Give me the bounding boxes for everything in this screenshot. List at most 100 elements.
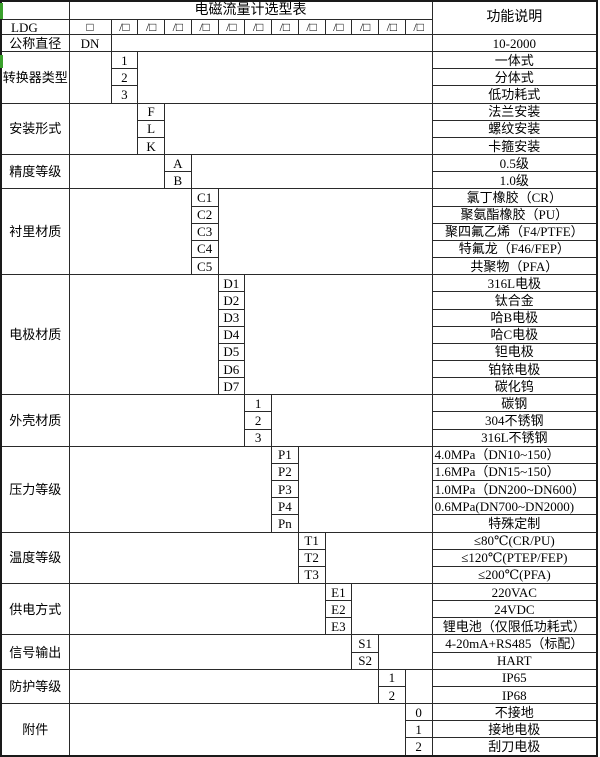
function-cell: ≤120℃(PTEP/FEP) (431, 549, 598, 567)
function-cell: 哈B电极 (431, 309, 598, 327)
spacer-cell (69, 446, 272, 533)
spacer-cell (405, 669, 433, 705)
function-cell: 碳钢 (431, 394, 598, 413)
code-cell: P2 (271, 462, 299, 482)
model-box-cell: /□ (164, 19, 192, 35)
group-label: 供电方式 (1, 583, 70, 636)
function-cell: 4.0MPa（DN10~150） (431, 446, 598, 464)
green-artifact-mark (0, 3, 3, 19)
group-label: 衬里材质 (1, 188, 70, 276)
function-cell: 316L不锈钢 (431, 429, 598, 447)
function-cell: 接地电极 (431, 720, 598, 739)
code-cell: D4 (217, 325, 246, 344)
code-cell: S1 (351, 634, 379, 653)
function-cell: 一体式 (431, 51, 598, 70)
code-cell: D1 (217, 274, 246, 293)
code-cell: K (137, 136, 165, 156)
function-cell: 钛合金 (431, 291, 598, 310)
function-cell: 1.0级 (431, 171, 598, 190)
code-cell: DN (68, 33, 112, 53)
group-label: 防护等级 (1, 669, 70, 705)
code-cell: L (137, 119, 165, 138)
spacer-cell (164, 103, 433, 156)
code-cell: E1 (324, 582, 353, 602)
spacer-cell (69, 703, 406, 757)
model-box-cell: /□ (190, 19, 219, 35)
function-cell: 铂铱电极 (431, 360, 598, 379)
spacer-cell (69, 583, 325, 636)
model-box-cell: /□ (137, 19, 165, 35)
code-cell: 1 (378, 668, 406, 687)
code-cell: C5 (190, 257, 219, 276)
function-cell: 锂电池（仅限低功耗式） (431, 617, 598, 636)
code-cell: A (164, 154, 192, 173)
spacer-cell (69, 634, 352, 670)
function-cell: 10-2000 (431, 34, 598, 53)
spacer-cell (69, 51, 111, 104)
spacer-cell (69, 394, 245, 447)
code-cell: 2 (378, 685, 406, 705)
spacer-cell (218, 188, 433, 276)
code-cell: F (137, 102, 165, 121)
code-cell: E3 (324, 617, 353, 636)
code-cell: B (164, 171, 192, 190)
function-cell: IP68 (431, 686, 598, 705)
function-cell: 螺纹安装 (431, 120, 598, 138)
function-cell: 220VAC (431, 583, 598, 602)
function-cell: 低功耗式 (431, 85, 598, 104)
function-cell: 氯丁橡胶（CR） (431, 188, 598, 207)
corner-cell (1, 1, 70, 20)
function-cell: 特殊定制 (431, 514, 598, 533)
model-box-cell: /□ (244, 19, 272, 35)
code-cell: 1 (110, 51, 139, 70)
group-label: 公称直径 (1, 34, 70, 53)
code-cell: D2 (217, 291, 246, 310)
model-box-cell: □ (68, 19, 112, 35)
function-cell: 1.0MPa（DN200~DN600） (431, 480, 598, 499)
function-cell: 卡箍安装 (431, 137, 598, 156)
function-cell: 法兰安装 (431, 103, 598, 121)
spacer-cell (69, 274, 218, 396)
code-cell: 0 (404, 703, 433, 722)
group-label: 精度等级 (1, 154, 70, 190)
group-label: 附件 (1, 703, 70, 757)
spacer-cell (191, 154, 433, 190)
spacer-cell (298, 446, 433, 533)
function-cell: ≤200℃(PFA) (431, 566, 598, 585)
function-cell: 聚氨酯橡胶（PU） (431, 206, 598, 224)
code-cell: S2 (351, 651, 379, 670)
code-cell: C4 (190, 239, 219, 259)
code-cell: 1 (404, 720, 433, 739)
function-cell: 1.6MPa（DN15~150） (431, 463, 598, 482)
code-cell: T1 (297, 531, 326, 550)
code-cell: D7 (217, 377, 246, 396)
group-label: 外壳材质 (1, 394, 70, 447)
spacer-cell (244, 274, 433, 396)
function-cell: 4-20mA+RS485（标配） (431, 634, 598, 653)
function-cell: 聚四氟乙烯（F4/PTFE） (431, 223, 598, 241)
function-cell: 24VDC (431, 600, 598, 619)
spacer-cell (111, 34, 433, 53)
model-box-cell: /□ (351, 19, 379, 35)
spacer-cell (69, 154, 165, 190)
code-cell: 2 (110, 68, 139, 87)
code-cell: 3 (110, 85, 139, 104)
spacer-cell (325, 532, 433, 585)
green-artifact-mark (0, 55, 3, 68)
spacer-cell (69, 532, 299, 585)
code-cell: P4 (271, 497, 299, 516)
code-cell: C2 (190, 205, 219, 224)
code-cell: D5 (217, 342, 246, 361)
function-cell: 0.5级 (431, 154, 598, 173)
function-cell: 钽电极 (431, 343, 598, 361)
function-cell: IP65 (431, 669, 598, 687)
code-cell: 3 (244, 428, 272, 447)
function-cell: 316L电极 (431, 274, 598, 293)
function-column-header: 功能说明 (431, 1, 598, 35)
code-cell: Pn (271, 514, 299, 533)
function-cell: 0.6MPa(DN700~DN2000) (431, 497, 598, 516)
code-cell: T2 (297, 548, 326, 567)
group-label: 电极材质 (1, 274, 70, 396)
